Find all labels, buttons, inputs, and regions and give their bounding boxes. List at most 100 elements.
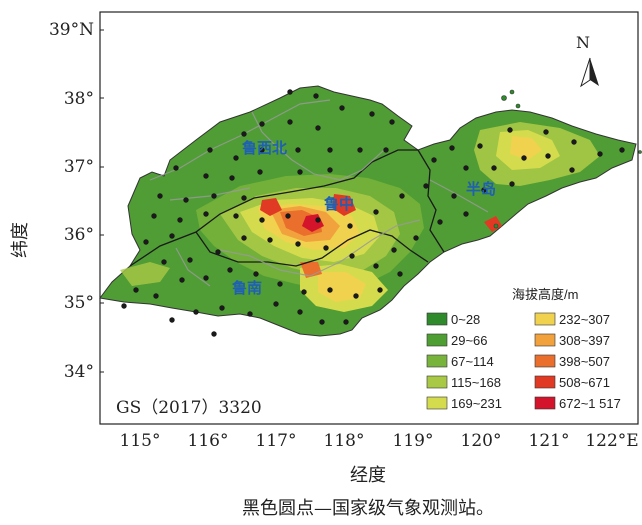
map-approval-number: GS（2017）3320 — [116, 398, 262, 418]
station-dot — [389, 119, 395, 125]
weather-stations — [121, 89, 625, 337]
lon-tick-120: 120° — [461, 431, 502, 451]
lon-tick-122: 122°E — [585, 431, 638, 451]
station-dot — [193, 309, 199, 315]
figure-caption: 黑色圆点—国家级气象观测站。 — [242, 498, 494, 519]
station-dot — [323, 245, 329, 251]
station-dot — [259, 147, 265, 153]
station-dot — [203, 275, 209, 281]
legend-label: 115~168 — [451, 375, 501, 390]
station-dot — [121, 303, 127, 309]
station-dot — [295, 147, 301, 153]
station-dot — [315, 125, 321, 131]
legend-label: 67~114 — [451, 354, 494, 369]
lon-tick-118: 118° — [324, 431, 365, 451]
station-dot — [153, 293, 159, 299]
station-dot — [169, 317, 175, 323]
station-dot — [315, 217, 321, 223]
legend: 海拔高度/m 0~28 29~66 67~114 115~168 169~231 232~… — [426, 287, 621, 411]
region-boundaries — [129, 149, 445, 267]
x-axis-title: 经度 — [350, 465, 386, 486]
legend-label: 672~1 517 — [559, 396, 621, 411]
station-dot — [357, 147, 363, 153]
station-dot — [399, 193, 405, 199]
station-dot — [353, 293, 359, 299]
station-dot — [287, 89, 293, 95]
station-dot — [241, 195, 247, 201]
station-dot — [437, 219, 443, 225]
station-dot — [597, 151, 603, 157]
north-arrow-icon: N — [576, 33, 599, 88]
region-label-south: 鲁南 — [232, 279, 262, 297]
station-dot — [227, 267, 233, 273]
lon-tick-121: 121° — [529, 431, 570, 451]
legend-swatch — [426, 354, 448, 368]
region-label-peninsula: 半岛 — [466, 180, 496, 198]
lat-tick-35: 35° — [64, 293, 94, 313]
station-dot — [477, 143, 483, 149]
station-dot — [203, 211, 209, 217]
station-dot — [481, 187, 487, 193]
station-dot — [157, 193, 163, 199]
station-dot — [187, 257, 193, 263]
station-dot — [287, 119, 293, 125]
legend-swatch — [534, 333, 556, 347]
station-dot — [219, 305, 225, 311]
station-dot — [215, 249, 221, 255]
station-dot — [241, 131, 247, 137]
station-dot — [169, 233, 175, 239]
station-dot — [161, 259, 167, 265]
station-dot — [391, 247, 397, 253]
station-dot — [397, 271, 403, 277]
station-dot — [173, 165, 179, 171]
station-dot — [327, 287, 333, 293]
legend-label: 29~66 — [451, 333, 488, 348]
rivers — [149, 99, 489, 287]
station-dot — [431, 157, 437, 163]
station-dot — [423, 183, 429, 189]
station-dot — [463, 211, 469, 217]
lon-tick-117: 117° — [256, 431, 297, 451]
station-dot — [233, 155, 239, 161]
station-dot — [543, 129, 549, 135]
station-dot — [259, 217, 265, 223]
region-label-northwest: 鲁西北 — [242, 139, 287, 157]
station-dot — [133, 287, 139, 293]
station-dot — [233, 213, 239, 219]
legend-swatch — [534, 396, 556, 410]
station-dot — [327, 167, 333, 173]
station-dot — [327, 147, 333, 153]
station-dot — [449, 145, 455, 151]
station-dot — [413, 235, 419, 241]
station-dot — [509, 181, 515, 187]
station-dot — [267, 237, 273, 243]
station-dot — [463, 165, 469, 171]
station-dot — [491, 165, 497, 171]
station-dot — [295, 241, 301, 247]
station-dot — [257, 169, 263, 175]
station-dot — [179, 277, 185, 283]
legend-label: 508~671 — [559, 375, 610, 390]
station-dot — [207, 147, 213, 153]
station-dot — [297, 309, 303, 315]
station-dot — [349, 253, 355, 259]
station-dot — [521, 155, 527, 161]
station-dot — [619, 147, 625, 153]
station-dot — [177, 217, 183, 223]
station-dot — [383, 147, 389, 153]
y-axis-title: 纬度 — [10, 222, 31, 258]
legend-label: 169~231 — [451, 396, 502, 411]
legend-swatch — [534, 375, 556, 389]
station-dot — [569, 167, 575, 173]
station-dot — [369, 111, 375, 117]
legend-swatch — [426, 333, 448, 347]
station-dot — [285, 213, 291, 219]
station-dot — [259, 121, 265, 127]
station-dot — [273, 301, 279, 307]
legend-label: 232~307 — [559, 312, 610, 327]
lat-tick-39: 39°N — [49, 20, 94, 40]
station-dot — [571, 139, 577, 145]
station-dot — [297, 169, 303, 175]
legend-swatch — [426, 312, 448, 326]
